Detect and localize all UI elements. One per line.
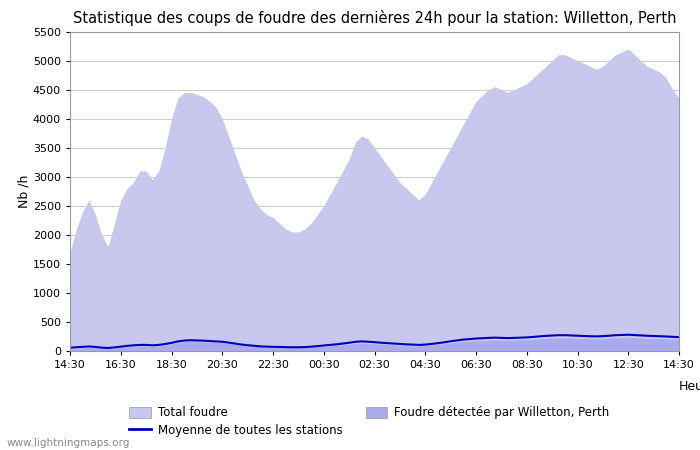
Y-axis label: Nb /h: Nb /h [17, 175, 30, 208]
Legend: Total foudre, Moyenne de toutes les stations, Foudre détectée par Willetton, Per: Total foudre, Moyenne de toutes les stat… [125, 402, 615, 442]
Text: www.lightningmaps.org: www.lightningmaps.org [7, 438, 130, 448]
Text: Heure: Heure [679, 380, 700, 393]
Title: Statistique des coups de foudre des dernières 24h pour la station: Willetton, Pe: Statistique des coups de foudre des dern… [73, 10, 676, 26]
